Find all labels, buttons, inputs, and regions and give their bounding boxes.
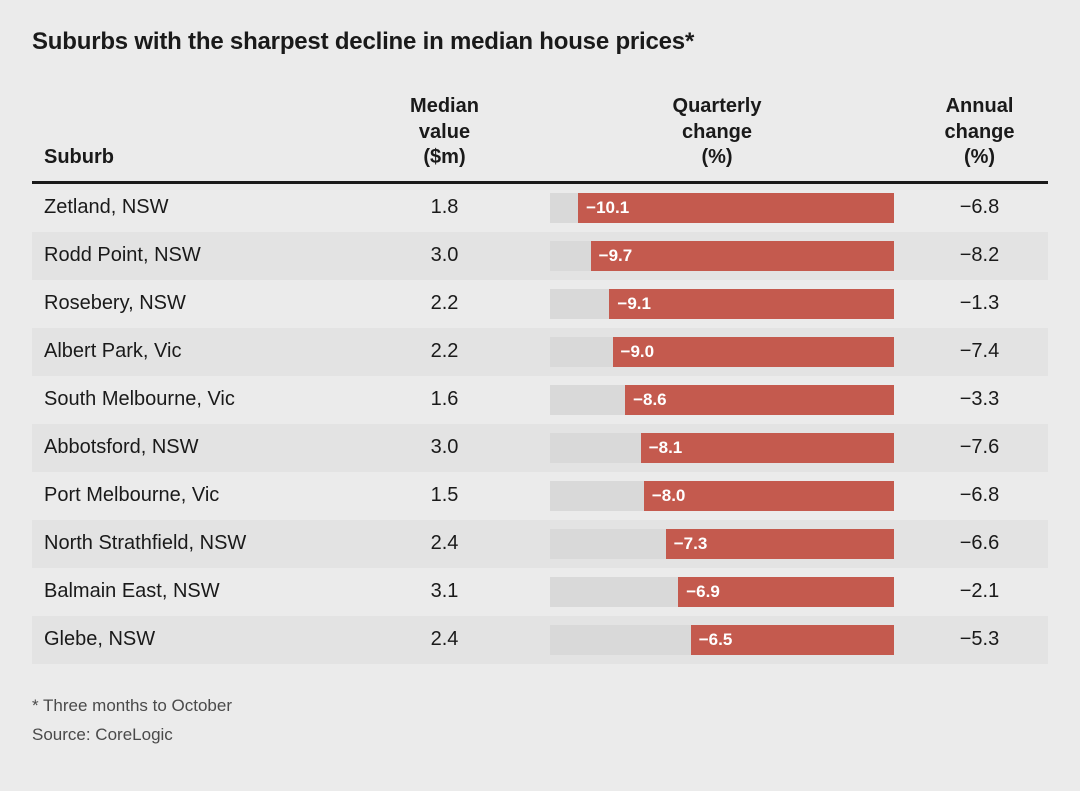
- cell-median-value: 2.4: [367, 532, 522, 555]
- bar-track: −8.0: [550, 481, 894, 511]
- bar-fill: −8.0: [644, 481, 894, 511]
- bar-fill: −9.0: [613, 337, 894, 367]
- bar-label: −8.1: [641, 438, 683, 458]
- cell-annual-change: −3.3: [912, 388, 1047, 411]
- footnote-line-2: Source: CoreLogic: [32, 721, 1048, 750]
- data-table: Suburb Medianvalue($m) Quarterlychange(%…: [32, 94, 1048, 664]
- table-row: Albert Park, Vic2.2 −9.0 −7.4: [32, 328, 1048, 376]
- bar-label: −8.0: [644, 486, 686, 506]
- cell-median-value: 3.1: [367, 580, 522, 603]
- table-row: Glebe, NSW2.4 −6.5 −5.3: [32, 616, 1048, 664]
- cell-median-value: 2.2: [367, 340, 522, 363]
- cell-quarterly-change: −10.1: [522, 193, 912, 223]
- cell-median-value: 3.0: [367, 436, 522, 459]
- cell-suburb: Zetland, NSW: [32, 196, 367, 219]
- header-quarterly: Quarterlychange(%): [522, 94, 912, 171]
- cell-annual-change: −7.4: [912, 340, 1047, 363]
- bar-fill: −8.1: [641, 433, 894, 463]
- bar-track: −9.1: [550, 289, 894, 319]
- cell-quarterly-change: −6.5: [522, 625, 912, 655]
- bar-track: −6.5: [550, 625, 894, 655]
- bar-label: −9.1: [609, 294, 651, 314]
- table-row: Rodd Point, NSW3.0 −9.7 −8.2: [32, 232, 1048, 280]
- cell-annual-change: −2.1: [912, 580, 1047, 603]
- cell-annual-change: −6.8: [912, 196, 1047, 219]
- cell-median-value: 1.8: [367, 196, 522, 219]
- cell-annual-change: −6.6: [912, 532, 1047, 555]
- cell-suburb: Glebe, NSW: [32, 628, 367, 651]
- cell-quarterly-change: −6.9: [522, 577, 912, 607]
- bar-fill: −9.1: [609, 289, 894, 319]
- cell-quarterly-change: −8.0: [522, 481, 912, 511]
- header-median: Medianvalue($m): [367, 94, 522, 171]
- table-row: Abbotsford, NSW3.0 −8.1 −7.6: [32, 424, 1048, 472]
- bar-label: −10.1: [578, 198, 629, 218]
- bar-label: −8.6: [625, 390, 667, 410]
- footnote: * Three months to October Source: CoreLo…: [32, 692, 1048, 750]
- footnote-line-1: * Three months to October: [32, 692, 1048, 721]
- table-row: North Strathfield, NSW2.4 −7.3 −6.6: [32, 520, 1048, 568]
- bar-fill: −10.1: [578, 193, 894, 223]
- cell-suburb: Albert Park, Vic: [32, 340, 367, 363]
- table-row: Balmain East, NSW3.1 −6.9 −2.1: [32, 568, 1048, 616]
- cell-annual-change: −6.8: [912, 484, 1047, 507]
- chart-title: Suburbs with the sharpest decline in med…: [32, 28, 1048, 56]
- bar-track: −9.7: [550, 241, 894, 271]
- table-row: Rosebery, NSW2.2 −9.1 −1.3: [32, 280, 1048, 328]
- bar-track: −8.6: [550, 385, 894, 415]
- bar-fill: −6.5: [691, 625, 894, 655]
- bar-fill: −8.6: [625, 385, 894, 415]
- table-header-row: Suburb Medianvalue($m) Quarterlychange(%…: [32, 94, 1048, 184]
- cell-median-value: 2.2: [367, 292, 522, 315]
- bar-label: −6.5: [691, 630, 733, 650]
- cell-quarterly-change: −9.1: [522, 289, 912, 319]
- bar-track: −8.1: [550, 433, 894, 463]
- bar-label: −9.7: [591, 246, 633, 266]
- bar-track: −7.3: [550, 529, 894, 559]
- cell-suburb: North Strathfield, NSW: [32, 532, 367, 555]
- cell-annual-change: −1.3: [912, 292, 1047, 315]
- cell-median-value: 1.5: [367, 484, 522, 507]
- bar-track: −10.1: [550, 193, 894, 223]
- table-row: South Melbourne, Vic1.6 −8.6 −3.3: [32, 376, 1048, 424]
- cell-suburb: South Melbourne, Vic: [32, 388, 367, 411]
- cell-median-value: 2.4: [367, 628, 522, 651]
- cell-suburb: Balmain East, NSW: [32, 580, 367, 603]
- bar-label: −6.9: [678, 582, 720, 602]
- table-row: Zetland, NSW1.8 −10.1 −6.8: [32, 184, 1048, 232]
- table-body: Zetland, NSW1.8−10.1−6.8Rodd Point, NSW3…: [32, 184, 1048, 664]
- header-suburb: Suburb: [32, 145, 367, 171]
- bar-label: −7.3: [666, 534, 708, 554]
- cell-annual-change: −7.6: [912, 436, 1047, 459]
- cell-annual-change: −5.3: [912, 628, 1047, 651]
- bar-track: −9.0: [550, 337, 894, 367]
- cell-suburb: Rosebery, NSW: [32, 292, 367, 315]
- table-row: Port Melbourne, Vic1.5 −8.0 −6.8: [32, 472, 1048, 520]
- bar-fill: −7.3: [666, 529, 894, 559]
- cell-suburb: Abbotsford, NSW: [32, 436, 367, 459]
- cell-quarterly-change: −8.1: [522, 433, 912, 463]
- cell-annual-change: −8.2: [912, 244, 1047, 267]
- cell-median-value: 1.6: [367, 388, 522, 411]
- cell-median-value: 3.0: [367, 244, 522, 267]
- bar-track: −6.9: [550, 577, 894, 607]
- cell-quarterly-change: −9.0: [522, 337, 912, 367]
- cell-quarterly-change: −9.7: [522, 241, 912, 271]
- cell-quarterly-change: −7.3: [522, 529, 912, 559]
- bar-fill: −9.7: [591, 241, 894, 271]
- cell-suburb: Rodd Point, NSW: [32, 244, 367, 267]
- bar-label: −9.0: [613, 342, 655, 362]
- header-annual: Annualchange(%): [912, 94, 1047, 171]
- bar-fill: −6.9: [678, 577, 894, 607]
- cell-suburb: Port Melbourne, Vic: [32, 484, 367, 507]
- cell-quarterly-change: −8.6: [522, 385, 912, 415]
